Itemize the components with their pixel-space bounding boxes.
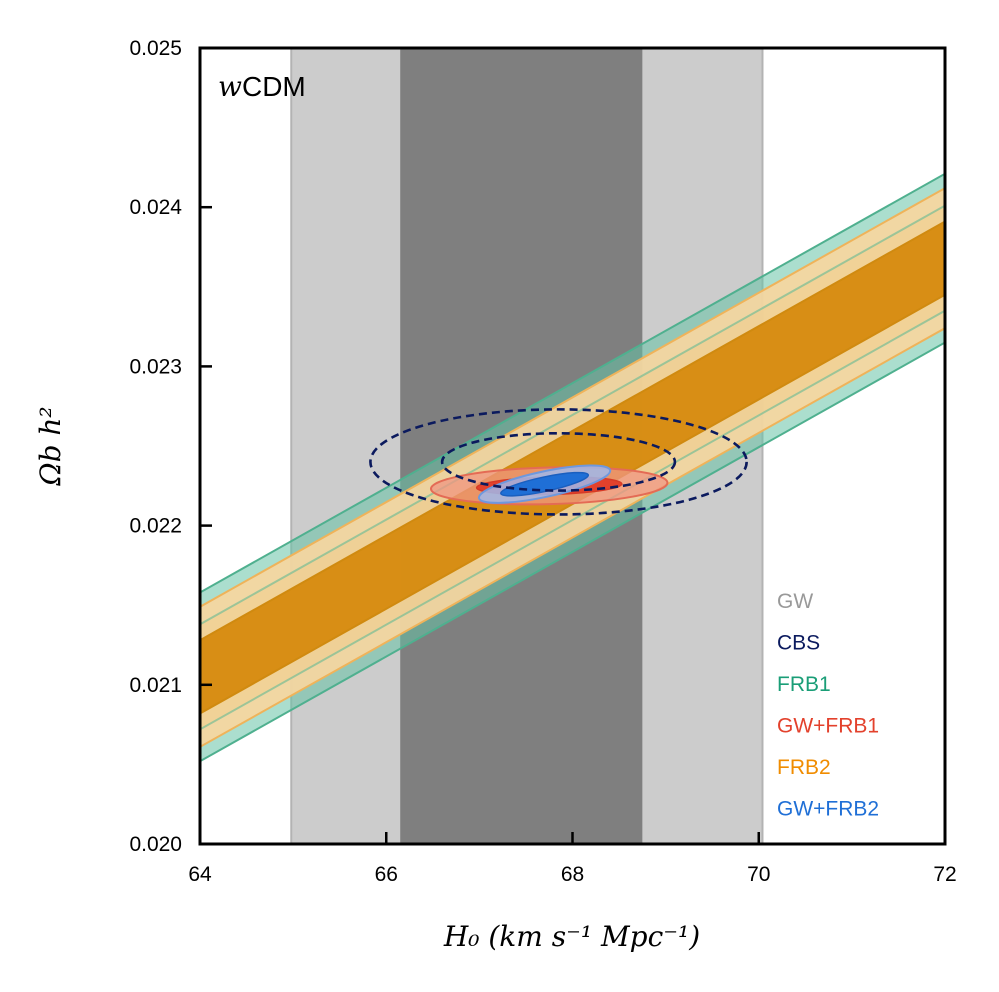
legend: GW CBS FRB1 GW+FRB1 FRB2 GW+FRB2 xyxy=(777,590,879,821)
legend-entry-gw-frb1: GW+FRB1 xyxy=(777,715,879,738)
cbs-2sigma-contour xyxy=(369,408,748,516)
y-tick-label: 0.022 xyxy=(129,515,182,538)
legend-entry-frb2: FRB2 xyxy=(777,756,831,779)
cbs-1sigma-contour xyxy=(440,431,677,492)
x-tick-label: 72 xyxy=(933,863,956,886)
y-tick-label: 0.021 xyxy=(129,674,182,697)
x-tick-label: 64 xyxy=(188,863,212,886)
y-axis-label: Ωb h² xyxy=(34,406,67,486)
model-label-prefix: w xyxy=(218,70,242,103)
y-tick-label: 0.025 xyxy=(129,37,182,60)
legend-entry-cbs: CBS xyxy=(777,632,820,655)
legend-entry-gw: GW xyxy=(777,590,813,613)
plot-area xyxy=(200,48,945,844)
x-tick-label: 66 xyxy=(375,863,398,886)
axis-ticks: 64 66 68 70 72 0.020 0.021 0.022 0.023 0.024 0.025 xyxy=(129,37,956,886)
x-axis-label: H₀ (km s⁻¹ Mpc⁻¹) xyxy=(443,920,700,953)
y-tick-label: 0.023 xyxy=(129,355,182,378)
legend-entry-frb1: FRB1 xyxy=(777,673,831,696)
model-label: wCDM xyxy=(218,70,306,103)
x-tick-label: 70 xyxy=(747,863,770,886)
model-label-suffix: CDM xyxy=(242,71,306,102)
y-tick-label: 0.024 xyxy=(129,196,182,219)
legend-entry-gw-frb2: GW+FRB2 xyxy=(777,798,879,821)
y-tick-label: 0.020 xyxy=(129,833,182,856)
x-tick-label: 68 xyxy=(561,863,584,886)
